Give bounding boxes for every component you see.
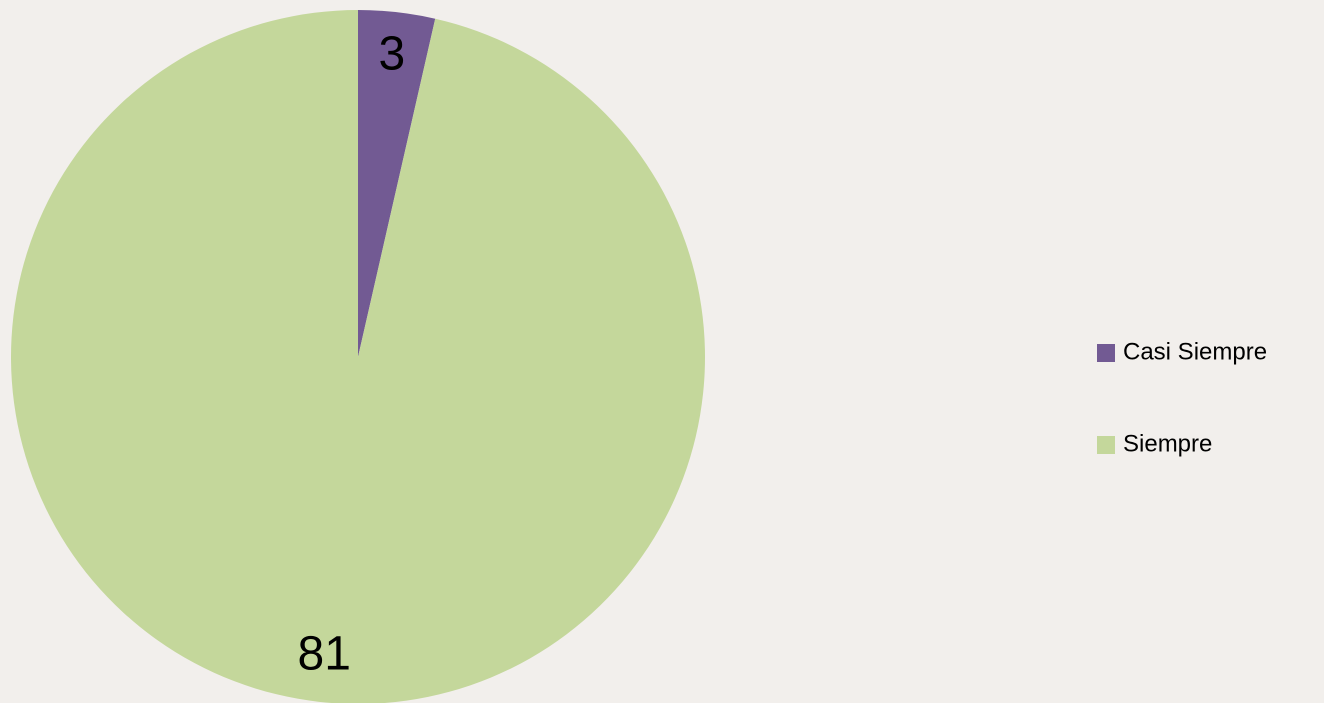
legend-swatch [1097, 436, 1115, 454]
pie-slice [358, 10, 436, 357]
legend-label: Casi Siempre [1123, 338, 1267, 365]
data-label: 81 [298, 628, 351, 681]
pie-slice [11, 10, 705, 703]
legend-label: Siempre [1123, 430, 1212, 457]
legend-swatch [1097, 344, 1115, 362]
data-label: 3 [378, 28, 405, 81]
